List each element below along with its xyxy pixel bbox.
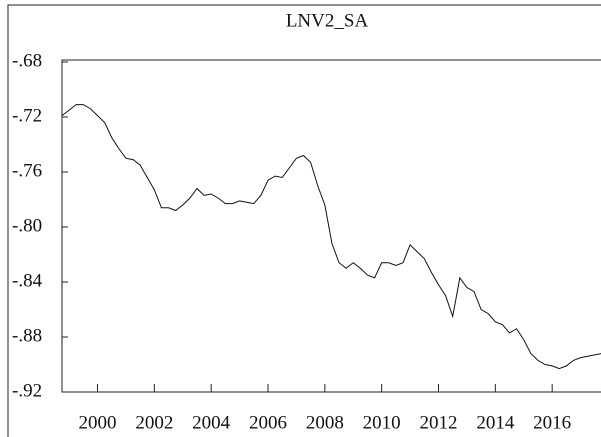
x-tick-label: 2004 [192,412,231,433]
plot-frame [61,59,601,393]
y-tick-label: -.72 [12,105,42,126]
x-tick-label: 2014 [476,412,515,433]
x-tick-label: 2016 [533,412,571,433]
y-tick-label: -.84 [12,270,43,291]
y-tick-label: -.92 [12,380,42,401]
chart-title: LNV2_SA [286,10,369,31]
x-tick-label: 2010 [363,412,401,433]
x-tick-label: 2008 [306,412,344,433]
y-tick-label: -.68 [12,50,42,71]
y-tick-label: -.88 [12,325,42,346]
x-tick-label: 2002 [135,412,173,433]
data-line [61,104,601,370]
x-tick-label: 2012 [420,412,458,433]
chart-frame [7,4,601,437]
y-tick-label: -.76 [12,160,42,181]
y-tick-label: -.80 [12,215,42,236]
x-tick-label: 2000 [79,412,117,433]
x-tick-label: 2006 [249,412,287,433]
